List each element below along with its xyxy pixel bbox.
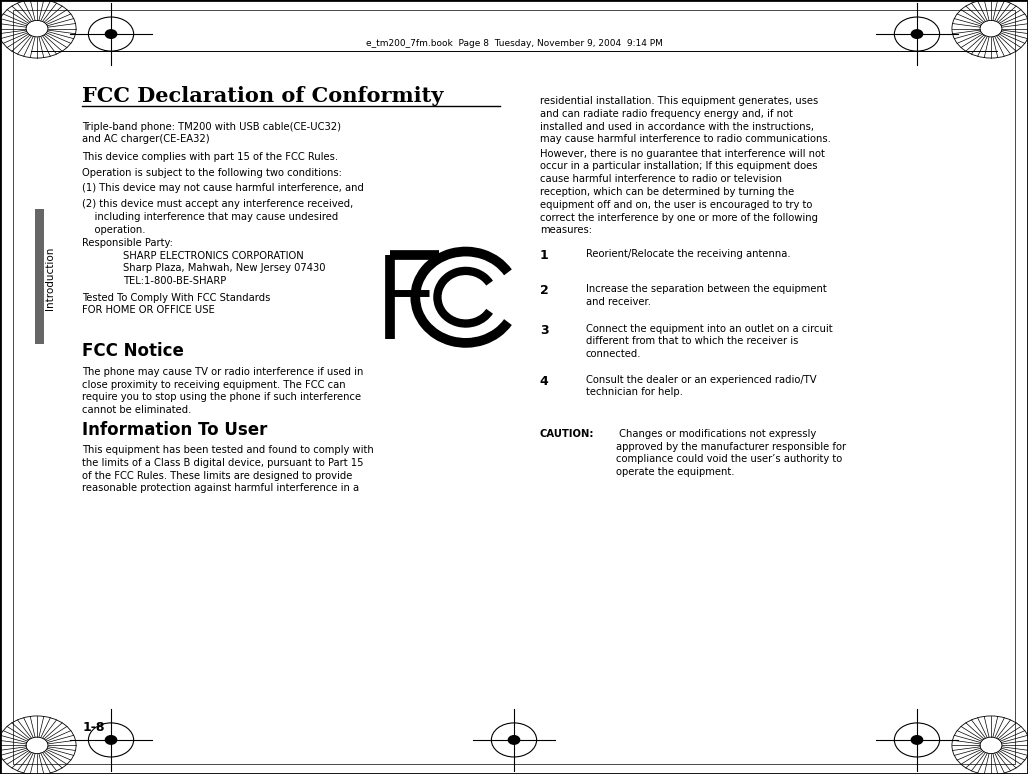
Text: 3: 3 — [540, 324, 548, 337]
Text: Tested To Comply With FCC Standards
FOR HOME OR OFFICE USE: Tested To Comply With FCC Standards FOR … — [82, 293, 270, 315]
Text: This equipment has been tested and found to comply with
the limits of a Class B : This equipment has been tested and found… — [82, 445, 374, 494]
Text: FCC Declaration of Conformity: FCC Declaration of Conformity — [82, 86, 444, 106]
Text: 1: 1 — [540, 249, 549, 262]
Text: However, there is no guarantee that interference will not
occur in a particular : However, there is no guarantee that inte… — [540, 149, 824, 235]
Circle shape — [912, 735, 923, 745]
Text: Reorient/Relocate the receiving antenna.: Reorient/Relocate the receiving antenna. — [586, 249, 791, 259]
Text: 2: 2 — [540, 284, 549, 297]
Text: The phone may cause TV or radio interference if used in
close proximity to recei: The phone may cause TV or radio interfer… — [82, 367, 364, 416]
Circle shape — [912, 29, 923, 38]
Text: Operation is subject to the following two conditions:: Operation is subject to the following tw… — [82, 168, 342, 178]
Text: e_tm200_7fm.book  Page 8  Tuesday, November 9, 2004  9:14 PM: e_tm200_7fm.book Page 8 Tuesday, Novembe… — [366, 39, 662, 48]
Text: Sharp Plaza, Mahwah, New Jersey 07430: Sharp Plaza, Mahwah, New Jersey 07430 — [123, 263, 326, 273]
Text: Increase the separation between the equipment
and receiver.: Increase the separation between the equi… — [586, 284, 827, 307]
Text: 1-8: 1-8 — [82, 721, 105, 734]
Text: FCC Notice: FCC Notice — [82, 342, 184, 360]
Circle shape — [508, 735, 519, 745]
Text: residential installation. This equipment generates, uses
and can radiate radio f: residential installation. This equipment… — [540, 96, 831, 145]
Text: 4: 4 — [540, 375, 549, 388]
Bar — [35, 209, 44, 344]
Text: Changes or modifications not expressly
approved by the manufacturer responsible : Changes or modifications not expressly a… — [616, 429, 846, 478]
Text: CAUTION:: CAUTION: — [540, 429, 594, 439]
Text: TEL:1-800-BE-SHARP: TEL:1-800-BE-SHARP — [123, 276, 226, 286]
Text: Introduction: Introduction — [45, 247, 56, 310]
Text: (1) This device may not cause harmful interference, and: (1) This device may not cause harmful in… — [82, 183, 364, 194]
Text: Consult the dealer or an experienced radio/TV
technician for help.: Consult the dealer or an experienced rad… — [586, 375, 816, 397]
Text: This device complies with part 15 of the FCC Rules.: This device complies with part 15 of the… — [82, 152, 338, 163]
Text: Responsible Party:: Responsible Party: — [82, 238, 173, 248]
Text: (2) this device must accept any interference received,
    including interferenc: (2) this device must accept any interfer… — [82, 199, 354, 235]
Circle shape — [106, 29, 117, 38]
Text: Information To User: Information To User — [82, 421, 267, 439]
Text: SHARP ELECTRONICS CORPORATION: SHARP ELECTRONICS CORPORATION — [123, 251, 304, 261]
Circle shape — [106, 735, 117, 745]
Text: Connect the equipment into an outlet on a circuit
different from that to which t: Connect the equipment into an outlet on … — [586, 324, 833, 359]
Text: Triple-band phone: TM200 with USB cable(CE-UC32)
and AC charger(CE-EA32): Triple-band phone: TM200 with USB cable(… — [82, 122, 341, 144]
